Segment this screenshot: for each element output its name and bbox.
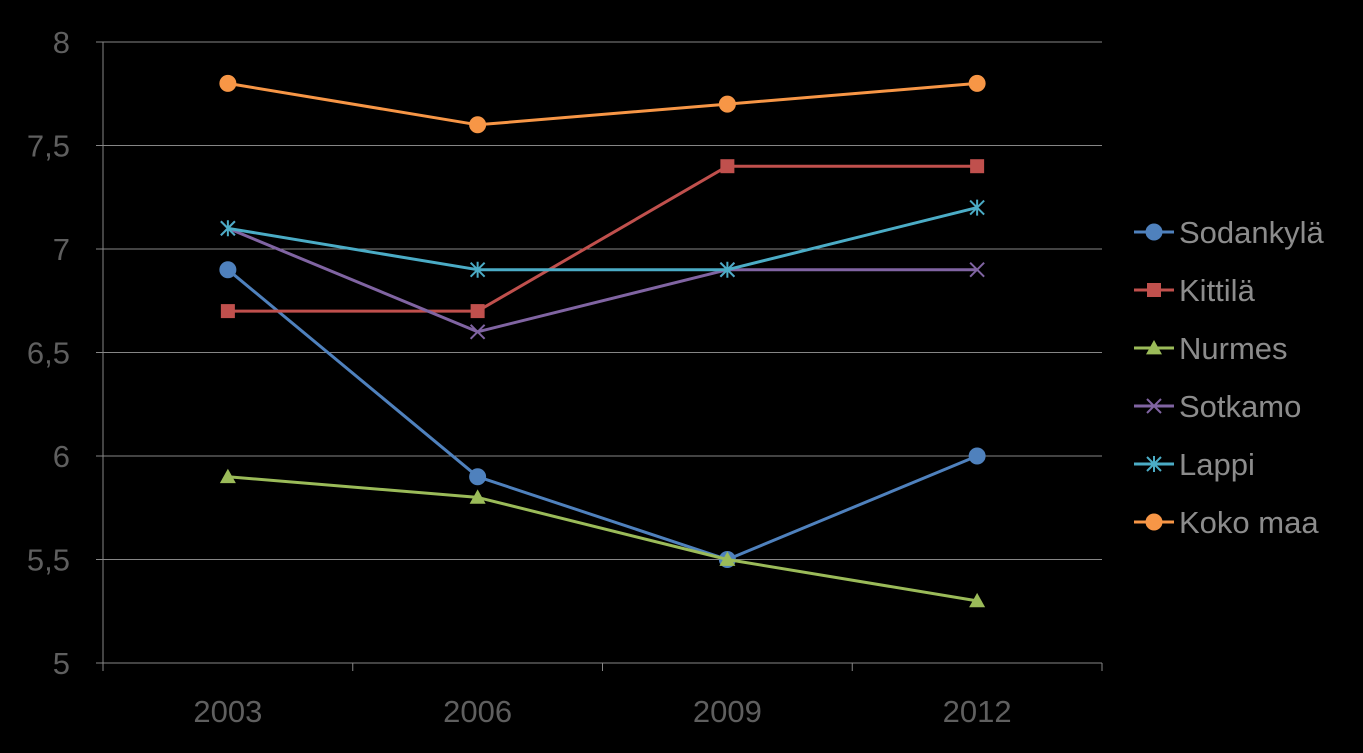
series-5 xyxy=(219,74,986,134)
legend-item: Nurmes xyxy=(1134,331,1288,366)
x-tick-label: 2009 xyxy=(693,694,762,729)
data-point xyxy=(969,261,985,278)
legend-item: Sodankylä xyxy=(1134,215,1325,250)
x-tick-label: 2012 xyxy=(943,694,1012,729)
legend-label: Kittilä xyxy=(1179,273,1256,308)
data-point xyxy=(1146,456,1162,472)
gridlines xyxy=(103,41,1102,560)
y-tick-label: 7 xyxy=(53,232,70,267)
series-4 xyxy=(220,199,985,278)
y-tick-label: 5 xyxy=(53,646,70,681)
series-line xyxy=(227,206,978,272)
data-point xyxy=(470,304,485,319)
y-tick-label: 6,5 xyxy=(27,336,70,371)
data-point xyxy=(469,324,486,340)
data-point xyxy=(968,447,986,465)
data-point xyxy=(969,592,986,608)
data-point xyxy=(1145,513,1163,531)
data-point xyxy=(719,261,736,278)
legend-item: Sotkamo xyxy=(1134,389,1301,424)
data-point xyxy=(469,468,487,486)
data-point xyxy=(1147,283,1161,297)
y-tick-label: 7,5 xyxy=(27,129,70,164)
legend-label: Koko maa xyxy=(1179,505,1319,540)
legend-label: Sotkamo xyxy=(1179,389,1301,424)
y-axis-tick-labels: 5 5,5 6 6,5 7 7,5 8 xyxy=(27,25,70,681)
legend-item: Kittilä xyxy=(1134,273,1256,308)
series-group xyxy=(219,74,986,608)
legend-item: Lappi xyxy=(1134,447,1255,482)
x-tick-label: 2006 xyxy=(443,694,512,729)
x-tick-label: 2003 xyxy=(193,694,262,729)
data-point xyxy=(969,199,985,216)
data-point xyxy=(469,116,487,134)
legend-label: Sodankylä xyxy=(1179,215,1325,250)
series-line xyxy=(227,164,978,313)
data-point xyxy=(220,220,236,237)
data-point xyxy=(719,551,736,566)
data-point xyxy=(720,159,735,174)
x-axis-tick-labels: 2003 2006 2009 2012 xyxy=(193,694,1011,729)
series-line xyxy=(227,81,978,127)
y-tick-label: 5,5 xyxy=(27,543,70,578)
y-tick-label: 8 xyxy=(53,25,70,60)
data-point xyxy=(219,74,237,92)
data-point xyxy=(970,159,985,174)
data-point xyxy=(219,261,237,279)
data-point xyxy=(220,304,235,319)
data-point xyxy=(469,489,486,504)
series-line xyxy=(226,268,978,561)
data-point xyxy=(1146,340,1162,355)
series-line xyxy=(227,475,978,603)
data-point xyxy=(1145,223,1163,241)
legend-label: Lappi xyxy=(1179,447,1255,482)
y-tick-label: 6 xyxy=(53,439,70,474)
series-line xyxy=(227,226,978,334)
series-2 xyxy=(219,468,986,608)
data-point xyxy=(1146,398,1162,414)
axes xyxy=(96,41,1103,671)
data-point xyxy=(219,468,236,484)
series-0 xyxy=(219,261,986,568)
data-point xyxy=(469,261,486,278)
data-point xyxy=(968,74,986,92)
legend-item: Koko maa xyxy=(1134,505,1319,540)
legend: Sodankylä Kittilä Nurmes Sotkamo Lappi Koko m… xyxy=(1134,215,1325,540)
series-1 xyxy=(220,159,985,319)
data-point xyxy=(718,95,736,113)
legend-label: Nurmes xyxy=(1179,331,1288,366)
